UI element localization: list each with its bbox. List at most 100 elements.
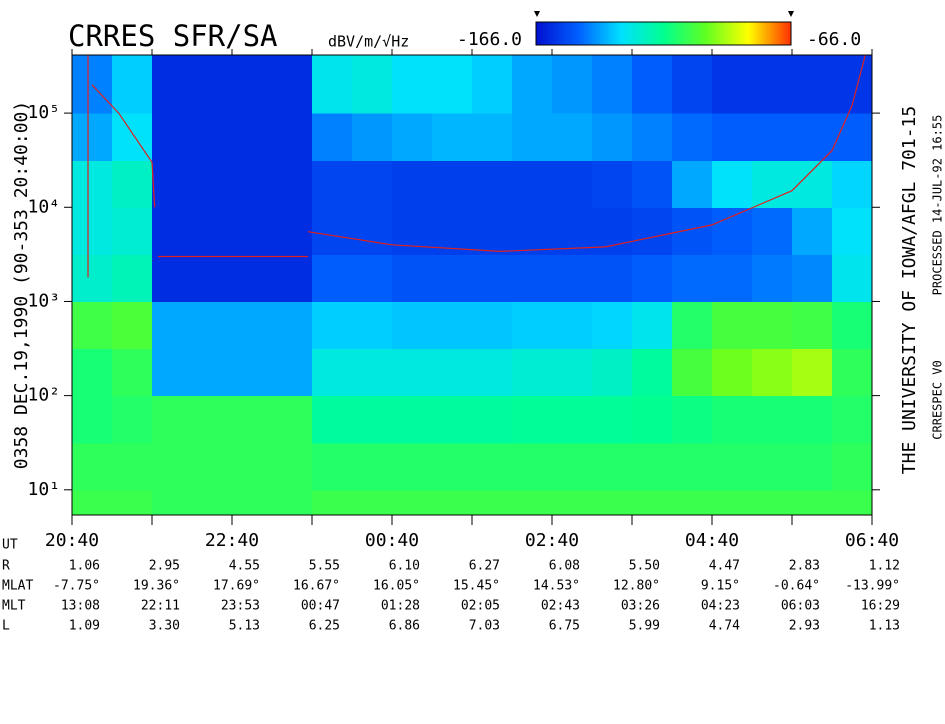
spectrogram-cell: [392, 113, 433, 161]
spectrogram-cell: [752, 254, 793, 303]
spectrogram-cell: [192, 442, 233, 491]
spectrogram-cell: [712, 55, 753, 114]
spectrogram-cell: [832, 395, 872, 444]
spectrogram-cell: [672, 395, 713, 444]
x-tick-label: 06:40: [845, 530, 899, 551]
spectrogram-cell: [552, 254, 593, 303]
ephemeris-value: 6.25: [309, 619, 340, 634]
spectrogram-cell: [272, 489, 313, 515]
ephemeris-value: 16:29: [861, 599, 900, 614]
ephemeris-value: -7.75°: [53, 579, 100, 594]
spectrogram-cell: [432, 395, 473, 444]
spectrogram-cell: [672, 348, 713, 397]
spectrogram-cell: [752, 301, 793, 350]
spectrogram-cell: [632, 55, 673, 114]
spectrogram-cell: [832, 301, 872, 350]
spectrogram-cell: [792, 395, 833, 444]
spectrogram-cell: [152, 160, 193, 208]
spectrogram-cell: [512, 55, 553, 114]
spectrogram-cell: [752, 55, 793, 114]
spectrogram-cell: [272, 301, 313, 350]
spectrogram-cell: [312, 207, 353, 255]
spectrogram-cell: [432, 113, 473, 161]
spectrogram-cell: [112, 254, 153, 303]
ephemeris-value: 4.74: [709, 619, 740, 634]
spectrogram-cell: [312, 489, 353, 515]
spectrogram-cell: [472, 160, 513, 208]
spectrogram-cell: [512, 113, 553, 161]
spectrogram-cell: [312, 395, 353, 444]
ephemeris-value: 1.13: [869, 619, 900, 634]
spectrogram-cell: [192, 301, 233, 350]
spectrogram-cell: [192, 348, 233, 397]
spectrogram-cell: [792, 55, 833, 114]
ephemeris-value: 5.13: [229, 619, 260, 634]
spectrogram-cell: [152, 207, 193, 255]
spectrogram-cell: [472, 489, 513, 515]
spectrogram-cell: [632, 301, 673, 350]
spectrogram-cell: [432, 489, 473, 515]
spectrogram-cell: [512, 442, 553, 491]
spectrogram-cell: [192, 489, 233, 515]
spectrogram-cell: [192, 160, 233, 208]
spectrogram-cell: [112, 348, 153, 397]
spectrogram-cell: [432, 55, 473, 114]
spectrogram-cell: [792, 442, 833, 491]
spectrogram-cell: [712, 348, 753, 397]
y-tick-label: 10³: [27, 290, 60, 311]
chart-title: CRRES SFR/SA: [68, 19, 278, 53]
ephemeris-value: 12.80°: [613, 579, 660, 594]
spectrogram-cell: [832, 348, 872, 397]
spectrogram-cell: [472, 207, 513, 255]
spectrogram-cell: [232, 442, 273, 491]
spectrogram-cell: [552, 395, 593, 444]
x-tick-label: 00:40: [365, 530, 419, 551]
x-tick-label: 04:40: [685, 530, 739, 551]
ephemeris-label: MLAT: [2, 579, 33, 594]
x-tick-label: 22:40: [205, 530, 259, 551]
spectrogram-cell: [352, 160, 393, 208]
spectrogram-cell: [632, 489, 673, 515]
spectrogram-cell: [392, 489, 433, 515]
spectrogram-cell: [72, 395, 113, 444]
ephemeris-value: 15.45°: [453, 579, 500, 594]
spectrogram-cell: [152, 442, 193, 491]
ephemeris-value: 1.12: [869, 559, 900, 574]
spectrogram-cell: [312, 348, 353, 397]
y-tick-label: 10⁴: [27, 196, 60, 217]
spectrogram-cell: [552, 348, 593, 397]
spectrogram-cell: [712, 489, 753, 515]
spectrogram-cell: [392, 301, 433, 350]
ephemeris-value: 02:05: [461, 599, 500, 614]
spectrogram-cell: [672, 254, 713, 303]
spectrogram-cell: [312, 160, 353, 208]
ephemeris: UT R 1.06 2.95 4.55 5.55 6.10 6.27 6.08 5.50 4.47 2…: [2, 538, 900, 634]
spectrogram-cell: [152, 254, 193, 303]
spectrogram-cell: [72, 301, 113, 350]
spectrogram-cell: [552, 489, 593, 515]
left-label: 0358 DEC.19,1990 (90-353 20:40:00): [11, 101, 32, 469]
spectrogram-cell: [592, 207, 633, 255]
spectrogram-cell: [792, 348, 833, 397]
ephemeris-value: 7.03: [469, 619, 500, 634]
spectrogram-cell: [392, 254, 433, 303]
spectrogram-cell: [152, 301, 193, 350]
spectrogram-cell: [392, 55, 433, 114]
spectrogram-cell: [592, 442, 633, 491]
spectrogram-cell: [72, 160, 113, 208]
spectrogram-cell: [552, 442, 593, 491]
spectrogram-cell: [112, 395, 153, 444]
spectrogram-cell: [632, 207, 673, 255]
spectrogram-cell: [392, 207, 433, 255]
spectrogram-cell: [512, 489, 553, 515]
spectrogram-cell: [472, 395, 513, 444]
spectrogram-cell: [432, 254, 473, 303]
right-note: CRRESPEC V0: [931, 360, 945, 439]
spectrogram-cell: [232, 113, 273, 161]
ephemeris-value: 6.08: [549, 559, 580, 574]
spectrogram-cell: [112, 160, 153, 208]
spectrogram-cell: [352, 348, 393, 397]
spectrogram-cell: [392, 348, 433, 397]
spectrogram-cell: [712, 395, 753, 444]
